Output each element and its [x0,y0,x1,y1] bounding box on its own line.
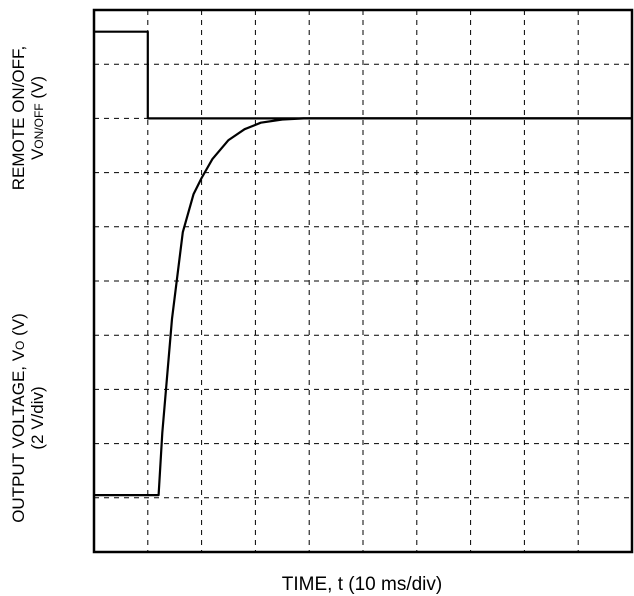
ylabel-output-line1: OUTPUT VOLTAGE, VO (V) [9,313,28,523]
x-axis-label: TIME, t (10 ms/div) [282,574,442,595]
ylabel-remote-line2: VON/OFF (V) [28,76,47,160]
ylabel-output-line2: (2 V/div) [28,386,47,449]
output-voltage-trace [94,117,632,497]
traces [94,30,632,497]
grid-lines [94,10,632,552]
ylabel-remote-line1: REMOTE ON/OFF, [9,46,28,191]
plot-frame [92,8,634,554]
